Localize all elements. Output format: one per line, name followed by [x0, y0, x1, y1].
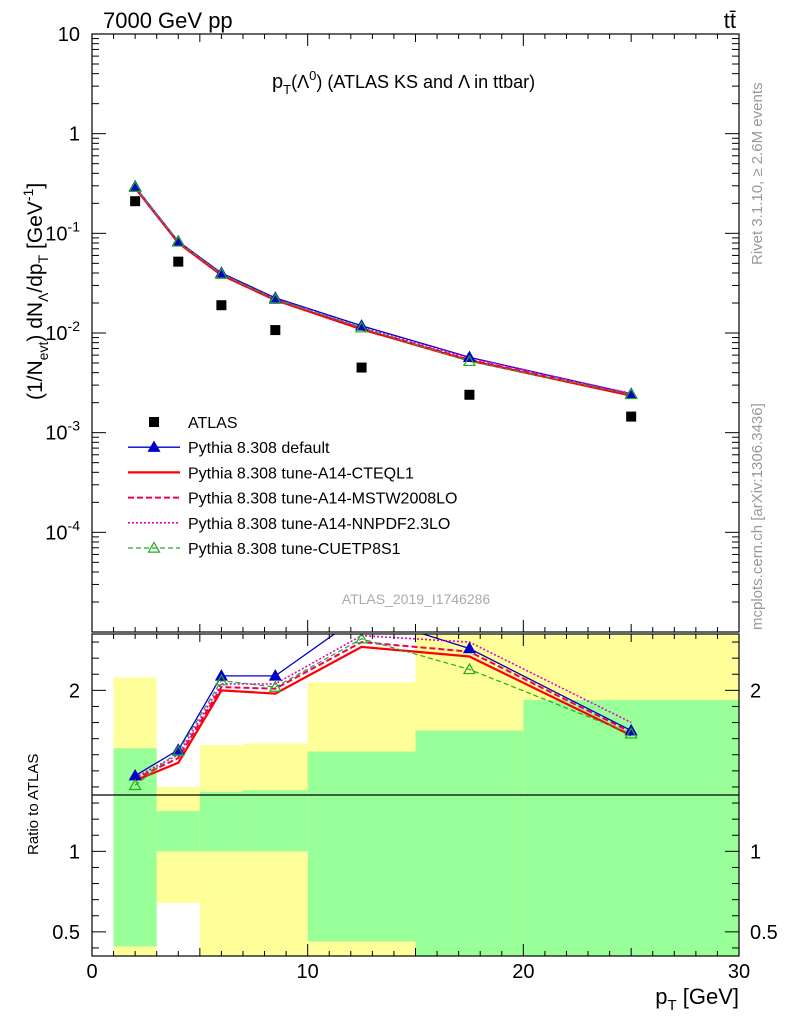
- ratio-y-tick-labels: 0.5 0.5 1 1 2 2: [52, 680, 778, 944]
- ratio-point-cuetp8s1: [355, 634, 369, 644]
- data-point: [626, 411, 637, 422]
- ratio-y-tick-label: 0.5: [52, 922, 80, 944]
- y-tick-label-base: 10: [45, 323, 67, 345]
- mcplots-label: mcplots.cern.ch [arXiv:1306.3436]: [749, 403, 766, 630]
- ratio-point-cuetp8s1: [214, 673, 228, 686]
- x-axis-label: pT [GeV]: [655, 984, 739, 1014]
- legend-label: Pythia 8.308 default: [188, 440, 330, 457]
- x-tick-label: 30: [728, 961, 750, 983]
- ratio-point-default: [268, 669, 282, 681]
- main-series-lines: [134, 186, 632, 397]
- ratio-uncertainty-bands: [113, 634, 739, 956]
- ratio-axis-ticks: [91, 634, 740, 956]
- legend-label: ATLAS: [188, 415, 238, 432]
- legend-label: Pythia 8.308 tune-A14-CTEQL1: [188, 465, 414, 482]
- ratio-point-cuetp8s1: [171, 744, 185, 757]
- x-tick-label: 10: [297, 961, 319, 983]
- y-tick-label: 10-4: [45, 517, 80, 544]
- y-tick-label: 10: [58, 24, 80, 46]
- ratio-y-tick-label-right: 2: [750, 680, 761, 702]
- ratio-y-axis-label: Ratio to ATLAS: [25, 754, 42, 855]
- band-gap-outer: [199, 891, 308, 956]
- y-tick-label-base: 10: [45, 423, 67, 445]
- main-point-cuetp8s1: [171, 235, 185, 247]
- data-point: [216, 300, 227, 311]
- legend-marker-data: [149, 417, 159, 427]
- ratio-panel: 0.5 0.5 1 1 2 2 0 10 20 30 Ratio to ATLAS pT [Ge…: [25, 609, 778, 1014]
- main-point-cuetp8s1: [355, 321, 369, 333]
- main-point-cuetp8s1: [214, 267, 228, 279]
- ratio-y-tick-label: 2: [69, 680, 80, 702]
- ratio-point-cuetp8s1: [624, 727, 638, 739]
- main-line-cuetp8s1: [134, 186, 632, 395]
- data-point: [356, 362, 367, 373]
- legend-marker-cuetp8s1: [147, 541, 161, 553]
- main-line-default: [134, 186, 632, 395]
- legend-label: Pythia 8.308 tune-A14-MSTW2008LO: [188, 491, 457, 508]
- ratio-frame: [91, 633, 740, 957]
- ratio-point-cuetp8s1: [268, 680, 282, 692]
- main-line-a14_nnpdf: [134, 186, 632, 395]
- main-markers: [128, 179, 638, 422]
- band-gap-empty: [156, 902, 200, 956]
- ratio-y-tick-label: 1: [69, 841, 80, 863]
- legend-label: Pythia 8.308 tune-A14-NNPDF2.3LO: [188, 516, 450, 533]
- y-tick-label-exp: -1: [68, 218, 81, 234]
- ratio-markers: [128, 609, 638, 791]
- y-tick-label: 10-1: [45, 218, 80, 245]
- plot-title: pT(Λ0) (ATLAS KS and Λ in ttbar): [272, 68, 535, 97]
- band-inner: [113, 748, 157, 947]
- y-tick-label: 1: [69, 124, 80, 146]
- analysis-watermark: ATLAS_2019_I1746286: [342, 591, 491, 607]
- legend-label: Pythia 8.308 tune-CUETP8S1: [188, 541, 401, 558]
- main-point-cuetp8s1: [128, 180, 142, 192]
- data-point: [130, 196, 141, 207]
- ratio-y-tick-label-right: 1: [750, 841, 761, 863]
- header-process: tt̄: [724, 8, 736, 33]
- ratio-point-cuetp8s1: [128, 778, 142, 791]
- x-tick-label: 0: [86, 961, 97, 983]
- band-inner: [523, 700, 739, 956]
- y-tick-label: 10-3: [45, 418, 80, 445]
- data-point: [270, 325, 281, 336]
- main-point-cuetp8s1: [462, 354, 476, 367]
- band-gap-outer: [199, 851, 243, 892]
- main-line-a14_cteql1: [134, 187, 632, 397]
- band-inner: [307, 751, 416, 942]
- main-y-axis-label: (1/Nevt) dNΛ/dpT [GeV-1]: [20, 183, 51, 400]
- x-tick-labels: 0 10 20 30: [86, 961, 750, 983]
- header-energy: 7000 GeV pp: [103, 8, 233, 33]
- band-inner: [415, 730, 524, 956]
- main-frame: [91, 33, 740, 633]
- legend: ATLAS Pythia 8.308 default Pythia 8.308 tu…: [128, 415, 457, 558]
- y-tick-label-base: 10: [45, 223, 67, 245]
- y-tick-label: 10-2: [45, 318, 80, 345]
- ratio-point-default: [356, 609, 367, 619]
- data-point: [173, 256, 184, 267]
- ratio-point-cuetp8s1: [462, 662, 476, 675]
- data-point: [464, 389, 475, 400]
- x-tick-label: 20: [512, 961, 534, 983]
- ratio-line-cuetp8s1: [134, 638, 632, 786]
- rivet-label: Rivet 3.1.10, ≥ 2.6M events: [749, 83, 766, 266]
- main-point-cuetp8s1: [624, 387, 638, 400]
- y-tick-label-base: 10: [45, 522, 67, 544]
- legend-marker-default: [147, 440, 161, 452]
- y-tick-label-exp: -2: [68, 318, 81, 334]
- main-point-cuetp8s1: [268, 292, 282, 304]
- ratio-line-a14_cteql1: [134, 645, 632, 782]
- band-gap-outer: [156, 873, 200, 903]
- y-tick-label-exp: -4: [68, 517, 81, 533]
- main-line-a14_mstw: [134, 186, 632, 396]
- ratio-y-tick-label-right: 0.5: [750, 922, 778, 944]
- band-gap-outer: [242, 851, 308, 894]
- y-tick-label-exp: -3: [68, 418, 81, 434]
- ratio-point-default: [462, 641, 476, 654]
